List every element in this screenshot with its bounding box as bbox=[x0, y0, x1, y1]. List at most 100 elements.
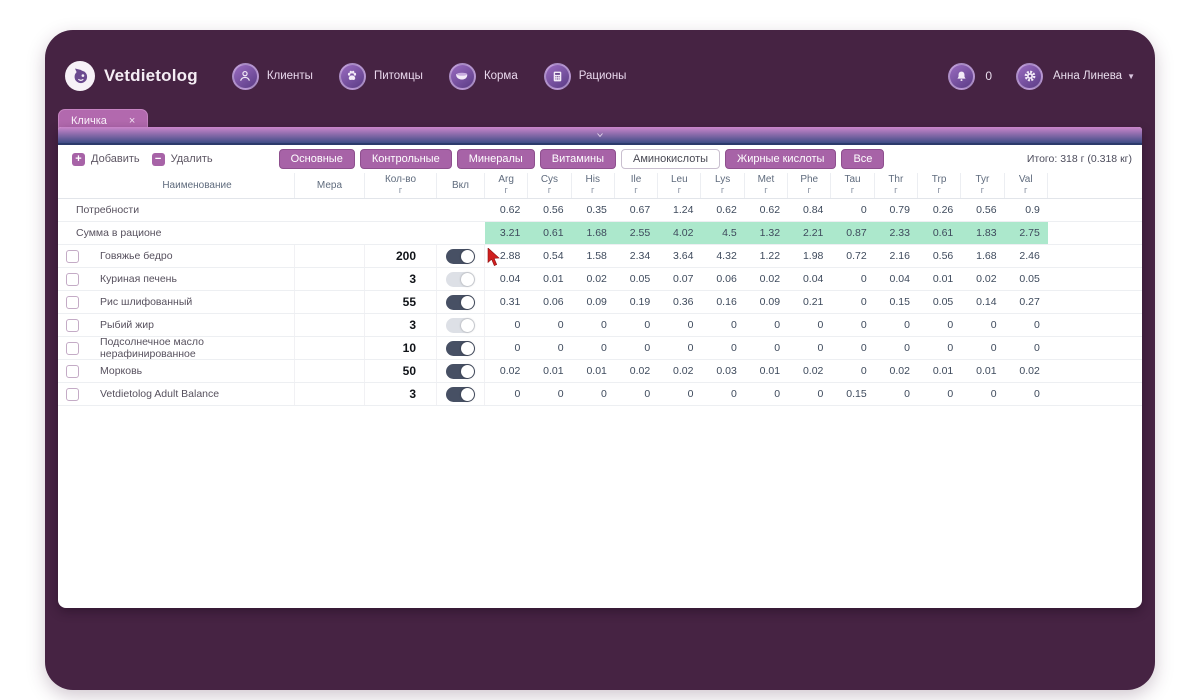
header-measure: Мера bbox=[295, 173, 365, 198]
toggle-cell bbox=[437, 291, 485, 313]
toggle-knob bbox=[461, 318, 474, 332]
quantity-value[interactable]: 50 bbox=[365, 360, 437, 382]
user-menu[interactable]: Анна Линева ▼ bbox=[1053, 70, 1135, 82]
value-cell: 0 bbox=[860, 273, 867, 285]
value-cell: 0 bbox=[860, 365, 867, 377]
gear-icon[interactable] bbox=[1016, 62, 1044, 90]
enabled-toggle[interactable] bbox=[446, 248, 475, 264]
collapse-header[interactable] bbox=[58, 127, 1142, 145]
ingredient-name[interactable]: Куриная печень bbox=[92, 268, 295, 290]
value-cell: 0 bbox=[730, 319, 737, 331]
value-cell: 0 bbox=[557, 388, 564, 400]
quantity-value[interactable]: 3 bbox=[365, 268, 437, 290]
row-checkbox[interactable] bbox=[66, 318, 79, 332]
value-cell: 0.61 bbox=[917, 222, 962, 244]
value-cell: 0.62 bbox=[716, 204, 737, 216]
value-cell: 2.55 bbox=[614, 222, 659, 244]
value-cell: 0 bbox=[514, 342, 521, 354]
nav-item-pets[interactable]: Питомцы bbox=[331, 59, 431, 94]
filter-chip[interactable]: Жирные кислоты bbox=[725, 149, 837, 169]
quantity-value[interactable]: 3 bbox=[365, 314, 437, 336]
bell-icon[interactable] bbox=[948, 62, 976, 90]
quantity-value[interactable]: 3 bbox=[365, 383, 437, 405]
paw-icon bbox=[338, 62, 366, 90]
toggle-cell bbox=[437, 337, 485, 359]
measure-cell bbox=[295, 337, 365, 359]
ingredient-name[interactable]: Говяжье бедро bbox=[92, 245, 295, 267]
value-cell: 4.5 bbox=[701, 222, 745, 244]
row-checkbox[interactable] bbox=[66, 387, 79, 401]
value-cell: 0.31 bbox=[499, 296, 521, 308]
nav-item-rations[interactable]: Рационы bbox=[536, 59, 635, 94]
toggle-cell bbox=[437, 360, 485, 382]
value-cell: 0.02 bbox=[759, 273, 781, 285]
filter-chip[interactable]: Основные bbox=[278, 149, 355, 169]
ingredient-name[interactable]: Рис шлифованный bbox=[92, 291, 295, 313]
enabled-toggle[interactable] bbox=[446, 340, 475, 356]
check-cell bbox=[58, 291, 92, 313]
enabled-toggle[interactable] bbox=[446, 271, 475, 287]
quantity-value[interactable]: 10 bbox=[365, 337, 437, 359]
value-cell: 2.88 bbox=[499, 250, 521, 262]
row-checkbox[interactable] bbox=[66, 364, 79, 378]
table-row: Рис шлифованный 55 0.31 0.06 0.09 0.19 0.36 0… bbox=[58, 291, 1142, 314]
value-cell: 0 bbox=[687, 319, 694, 331]
value-cell: 0.01 bbox=[586, 365, 607, 377]
chevron-down-icon bbox=[597, 133, 603, 138]
ingredient-name[interactable]: Подсолнечное масло нерафинированное bbox=[92, 336, 295, 360]
table-row: Потребности 0.62 0.56 0.35 0.67 1.24 0.62 0.62… bbox=[58, 199, 1142, 222]
value-cell: 2.75 bbox=[1004, 222, 1048, 244]
header-name: Наименование bbox=[92, 173, 295, 198]
value-cell: 2.21 bbox=[788, 222, 832, 244]
filter-chip[interactable]: Аминокислоты bbox=[620, 149, 721, 169]
ingredient-name[interactable]: Морковь bbox=[92, 360, 295, 382]
value-cell: 0.27 bbox=[1019, 296, 1040, 308]
value-cell: 0.02 bbox=[889, 365, 910, 377]
filter-chip[interactable]: Контрольные bbox=[359, 149, 452, 169]
nav-item-clients[interactable]: Клиенты bbox=[224, 59, 321, 94]
ingredient-name[interactable]: Vetdietolog Adult Balance bbox=[92, 383, 295, 405]
value-cell: 1.68 bbox=[571, 222, 615, 244]
value-cell: 0 bbox=[904, 388, 910, 400]
row-checkbox[interactable] bbox=[66, 341, 79, 355]
nutrient-column-header: Tyr г bbox=[961, 173, 1005, 198]
tab-nickname[interactable]: Кличка × bbox=[58, 109, 149, 132]
filter-chip[interactable]: Все bbox=[841, 149, 885, 169]
row-checkbox[interactable] bbox=[66, 295, 79, 309]
table-row: Говяжье бедро 200 2.88 0.54 1.58 2.34 3.64 4.… bbox=[58, 245, 1142, 268]
check-cell bbox=[58, 314, 92, 336]
add-button[interactable]: + Добавить bbox=[66, 150, 146, 169]
value-cell: 0.04 bbox=[802, 273, 824, 285]
row-checkbox[interactable] bbox=[66, 272, 79, 286]
enabled-toggle[interactable] bbox=[446, 386, 475, 402]
value-cell: 0.21 bbox=[802, 296, 824, 308]
ingredients-table: Наименование Мера Кол-во г Вкл Arg г Cys г H… bbox=[58, 173, 1142, 608]
filter-chip[interactable]: Минералы bbox=[456, 149, 535, 169]
value-cell: 0.16 bbox=[716, 296, 737, 308]
app-header: Vetdietolog Клиенты bbox=[45, 52, 1155, 100]
value-cell: 0.36 bbox=[673, 296, 694, 308]
enabled-toggle[interactable] bbox=[446, 317, 475, 333]
measure-cell bbox=[295, 383, 365, 405]
delete-button[interactable]: − Удалить bbox=[146, 150, 219, 169]
enabled-toggle[interactable] bbox=[446, 363, 475, 379]
filter-chip[interactable]: Витамины bbox=[539, 149, 616, 169]
app-logo[interactable]: Vetdietolog bbox=[65, 61, 198, 91]
value-cell: 0 bbox=[774, 388, 781, 400]
quantity-value[interactable]: 200 bbox=[365, 245, 437, 267]
nutrient-column-header: Leu г bbox=[658, 173, 702, 198]
value-cell: 0.72 bbox=[846, 250, 867, 262]
value-cell: 0 bbox=[1034, 342, 1040, 354]
toggle-knob bbox=[461, 387, 474, 401]
quantity-value[interactable]: 55 bbox=[365, 291, 437, 313]
nav-item-feeds[interactable]: Корма bbox=[441, 59, 526, 94]
ingredient-name[interactable]: Рыбий жир bbox=[92, 314, 295, 336]
nutrient-column-header: Tau г bbox=[831, 173, 875, 198]
header-fill bbox=[1048, 173, 1142, 198]
value-cell: 0.09 bbox=[759, 296, 781, 308]
value-cell: 0.01 bbox=[759, 365, 781, 377]
enabled-toggle[interactable] bbox=[446, 294, 475, 310]
plus-icon: + bbox=[72, 152, 85, 166]
close-icon[interactable]: × bbox=[128, 114, 136, 127]
row-checkbox[interactable] bbox=[66, 249, 79, 263]
